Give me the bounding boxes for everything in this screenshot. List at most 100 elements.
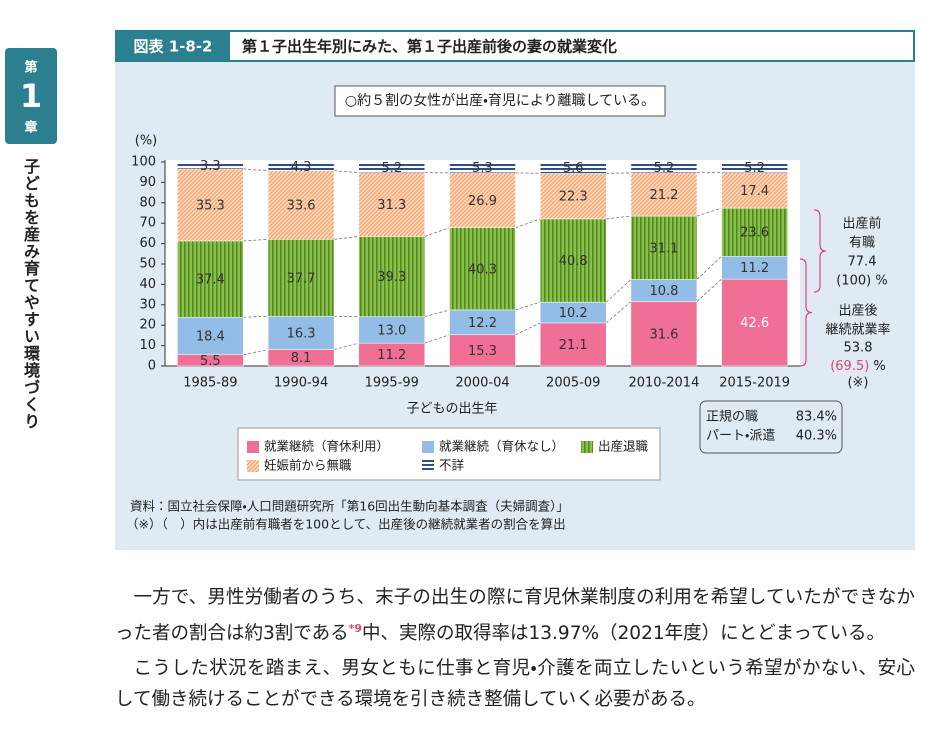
annotation: (※)	[847, 376, 868, 391]
chapter-number: 1	[20, 77, 42, 115]
connector	[606, 215, 631, 220]
connector	[606, 172, 631, 174]
employment-value: 83.4%	[796, 410, 837, 425]
value-label: 5.5	[200, 354, 221, 369]
bar-segment	[358, 161, 426, 173]
value-label: 5.2	[744, 161, 765, 176]
body-text: 一方で、男性労働者のうち、末子の出生の際に育児休業制度の利用を希望していたができ…	[115, 582, 915, 719]
annotation: 出産前	[842, 216, 881, 232]
y-tick-label: 80	[139, 195, 156, 210]
bar-segment	[539, 173, 607, 220]
value-label: 12.2	[468, 316, 497, 331]
x-tick-label: 1990-94	[274, 376, 328, 391]
value-label: 13.0	[377, 323, 406, 338]
value-label: 39.3	[377, 270, 406, 285]
employment-box	[699, 400, 843, 454]
callout-box	[334, 85, 666, 117]
value-label: 16.3	[287, 326, 316, 341]
annotation: 継続就業率	[825, 322, 890, 338]
text: こうした状況を踏まえ、男女ともに仕事と育児・介護を両立したいという希望がかない、…	[115, 658, 915, 711]
paragraph: 一方で、男性労働者のうち、末子の出生の際に育児休業制度の利用を希望していたができ…	[115, 582, 915, 649]
annotation-rate: (69.5)	[830, 359, 869, 374]
connector	[424, 227, 450, 237]
figure-title: 第１子出生年別にみた、第１子出産前後の妻の就業変化	[242, 38, 617, 56]
x-axis-label: 子どもの出生年	[406, 402, 497, 417]
y-unit: (%)	[135, 134, 158, 149]
legend-box	[237, 427, 661, 481]
bar-segment	[539, 322, 607, 367]
value-label: 3.3	[200, 159, 221, 174]
value-label: 5.3	[472, 161, 493, 176]
bar-segment	[449, 309, 516, 336]
annotation: 53.8	[844, 341, 873, 356]
connector	[243, 238, 269, 242]
bar-segment	[721, 172, 788, 209]
value-label: 33.6	[287, 199, 316, 214]
y-tick-label: 70	[139, 216, 156, 231]
legend-label: 就業継続（育休利用）	[264, 439, 389, 454]
y-tick-label: 30	[139, 297, 156, 312]
bar-segment	[449, 227, 516, 311]
value-label: 31.3	[377, 198, 406, 213]
y-tick-label: 100	[131, 155, 156, 170]
annotation: 77.4	[848, 255, 877, 270]
bar-segment	[267, 170, 335, 240]
value-label: 40.3	[468, 262, 497, 277]
connector	[424, 334, 450, 344]
figure-label: 図表 1-8-2	[134, 38, 213, 56]
bar-segment	[630, 172, 698, 217]
value-label: 23.6	[740, 226, 769, 241]
value-label: 42.6	[740, 316, 769, 331]
connector	[333, 342, 359, 350]
connector	[605, 301, 632, 324]
value-label: 10.2	[559, 306, 588, 321]
connector	[334, 170, 359, 174]
bar-segment	[267, 239, 335, 317]
bar-segment	[449, 334, 516, 367]
value-label: 37.7	[287, 271, 316, 286]
value-label: 5.2	[654, 161, 675, 176]
x-tick-label: 2015-2019	[719, 376, 790, 391]
value-label: 5.6	[563, 161, 584, 176]
legend-swatch	[581, 441, 593, 453]
bar-segment	[177, 168, 244, 242]
bar-segment	[449, 161, 516, 174]
connector	[424, 309, 450, 318]
text: 一方で、男性労働者のうち、末子の出生の際に育児休業制度の利用を希望していたができ…	[115, 587, 915, 645]
bar-segment	[721, 278, 788, 367]
brace	[799, 258, 813, 367]
value-label: 35.3	[196, 198, 225, 213]
chapter-tab	[5, 48, 57, 144]
value-label: 17.4	[740, 184, 769, 199]
bar-segment	[630, 215, 698, 280]
y-tick-label: 50	[139, 257, 156, 272]
legend-label: 不詳	[439, 458, 465, 473]
callout: ○約５割の女性が出産・育児により離職している。	[345, 93, 655, 109]
legend-swatch	[247, 460, 259, 472]
x-tick-label: 2010-2014	[628, 376, 699, 391]
y-tick-label: 90	[139, 175, 156, 190]
bar-segment	[358, 316, 426, 344]
connector	[243, 315, 269, 318]
connector	[243, 168, 269, 172]
value-label: 11.2	[377, 348, 406, 363]
figure-label-box	[116, 31, 230, 61]
note: （※）（ ）内は出産前有職者を100として、出産後の継続就業者の割合を算出	[126, 517, 566, 532]
annotation: (69.5) %	[830, 359, 886, 374]
value-label: 18.4	[196, 330, 225, 345]
bar-segment	[358, 236, 426, 317]
bar-segment	[630, 161, 698, 174]
connector	[515, 172, 541, 174]
legend-swatch	[422, 460, 434, 472]
connector	[334, 236, 359, 240]
y-tick-label: 10	[139, 338, 156, 353]
connector	[696, 278, 722, 302]
paragraph: こうした状況を踏まえ、男女ともに仕事と育児・介護を両立したいという希望がかない、…	[115, 653, 915, 715]
value-label: 26.9	[468, 194, 497, 209]
value-label: 31.1	[649, 241, 678, 256]
y-tick-label: 40	[139, 277, 156, 292]
annotation: (100) %	[836, 274, 887, 289]
source: 資料：国立社会保障・人口問題研究所「第16回出生動向基本調査（夫婦調査）」	[130, 499, 569, 514]
